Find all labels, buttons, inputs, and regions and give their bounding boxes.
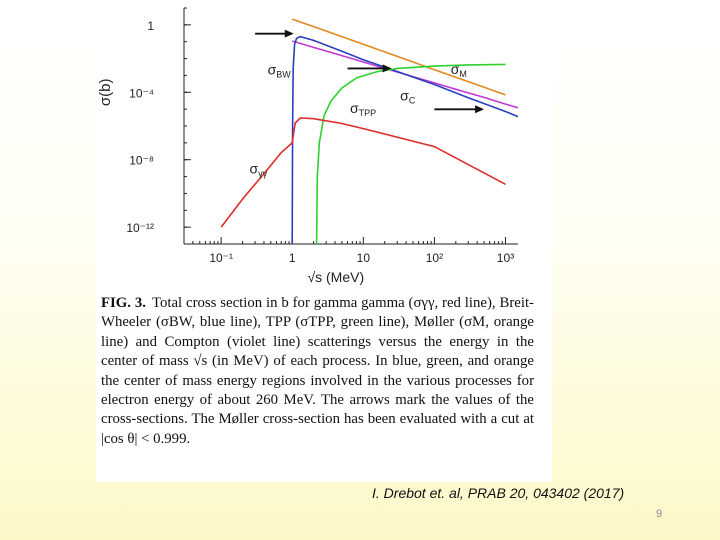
caption-text: Total cross section in b for gamma gamma…	[101, 295, 534, 447]
arrow-head	[382, 64, 392, 73]
citation: I. Drebot et. al, PRAB 20, 043402 (2017)	[372, 485, 625, 501]
x-tick-label: 1	[289, 251, 296, 265]
caption-label: FIG. 3.	[101, 295, 146, 311]
y-axis-label: σ(b)	[97, 78, 114, 106]
y-tick-label: 10⁻⁴	[129, 86, 154, 100]
x-tick-label: 10²	[426, 251, 443, 265]
series-label: σBW	[268, 62, 292, 80]
series-label: σM	[451, 61, 467, 79]
y-tick-label: 10⁻⁸	[129, 154, 154, 168]
series-label: σC	[400, 88, 416, 106]
arrow-head	[475, 105, 485, 114]
figure-panel: 1 10⁻⁴ 10⁻⁸ 10⁻¹² 10⁻¹ 1 10 10² 10³ √s (MeV) σ(b) …	[96, 0, 552, 482]
page-number: 9	[656, 508, 663, 520]
y-tick-label: 1	[147, 19, 154, 33]
x-tick-label: 10⁻¹	[209, 251, 233, 265]
arrow-head	[284, 29, 294, 38]
series-line-m	[291, 18, 506, 96]
series-line-bw	[291, 35, 518, 244]
x-tick-label: 10³	[497, 251, 514, 265]
series-label: σTPP	[350, 100, 376, 118]
series-line-series	[220, 117, 506, 228]
series-line-tpp	[315, 63, 506, 244]
series-label: σγγ	[249, 161, 267, 179]
x-tick-label: 10	[357, 251, 371, 265]
figure-caption: FIG. 3. Total cross section in b for gamm…	[101, 294, 534, 449]
x-axis-label: √s (MeV)	[307, 269, 364, 285]
y-tick-label: 10⁻¹²	[126, 221, 154, 235]
